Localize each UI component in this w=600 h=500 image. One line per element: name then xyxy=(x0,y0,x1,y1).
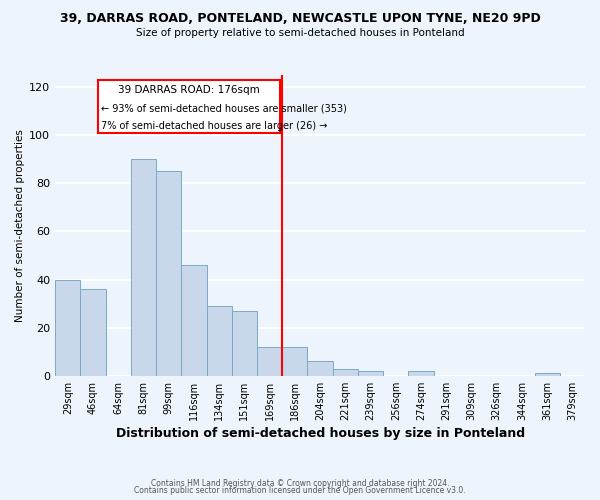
Bar xyxy=(156,172,181,376)
Text: 39 DARRAS ROAD: 176sqm: 39 DARRAS ROAD: 176sqm xyxy=(118,84,260,94)
Bar xyxy=(409,371,434,376)
Text: 39, DARRAS ROAD, PONTELAND, NEWCASTLE UPON TYNE, NE20 9PD: 39, DARRAS ROAD, PONTELAND, NEWCASTLE UP… xyxy=(59,12,541,26)
Bar xyxy=(80,289,106,376)
Y-axis label: Number of semi-detached properties: Number of semi-detached properties xyxy=(15,129,25,322)
Bar xyxy=(131,159,156,376)
Bar xyxy=(232,311,257,376)
Text: ← 93% of semi-detached houses are smaller (353): ← 93% of semi-detached houses are smalle… xyxy=(101,104,346,114)
Bar xyxy=(55,280,80,376)
Bar xyxy=(358,371,383,376)
Text: Size of property relative to semi-detached houses in Ponteland: Size of property relative to semi-detach… xyxy=(136,28,464,38)
Text: Contains HM Land Registry data © Crown copyright and database right 2024.: Contains HM Land Registry data © Crown c… xyxy=(151,478,449,488)
Bar xyxy=(206,306,232,376)
FancyBboxPatch shape xyxy=(98,80,280,133)
Bar xyxy=(181,265,206,376)
Bar xyxy=(257,347,282,376)
Text: 7% of semi-detached houses are larger (26) →: 7% of semi-detached houses are larger (2… xyxy=(101,120,327,130)
Bar xyxy=(535,374,560,376)
Bar xyxy=(282,347,307,376)
Text: Contains public sector information licensed under the Open Government Licence v3: Contains public sector information licen… xyxy=(134,486,466,495)
X-axis label: Distribution of semi-detached houses by size in Ponteland: Distribution of semi-detached houses by … xyxy=(116,427,524,440)
Bar xyxy=(332,368,358,376)
Bar xyxy=(307,362,332,376)
